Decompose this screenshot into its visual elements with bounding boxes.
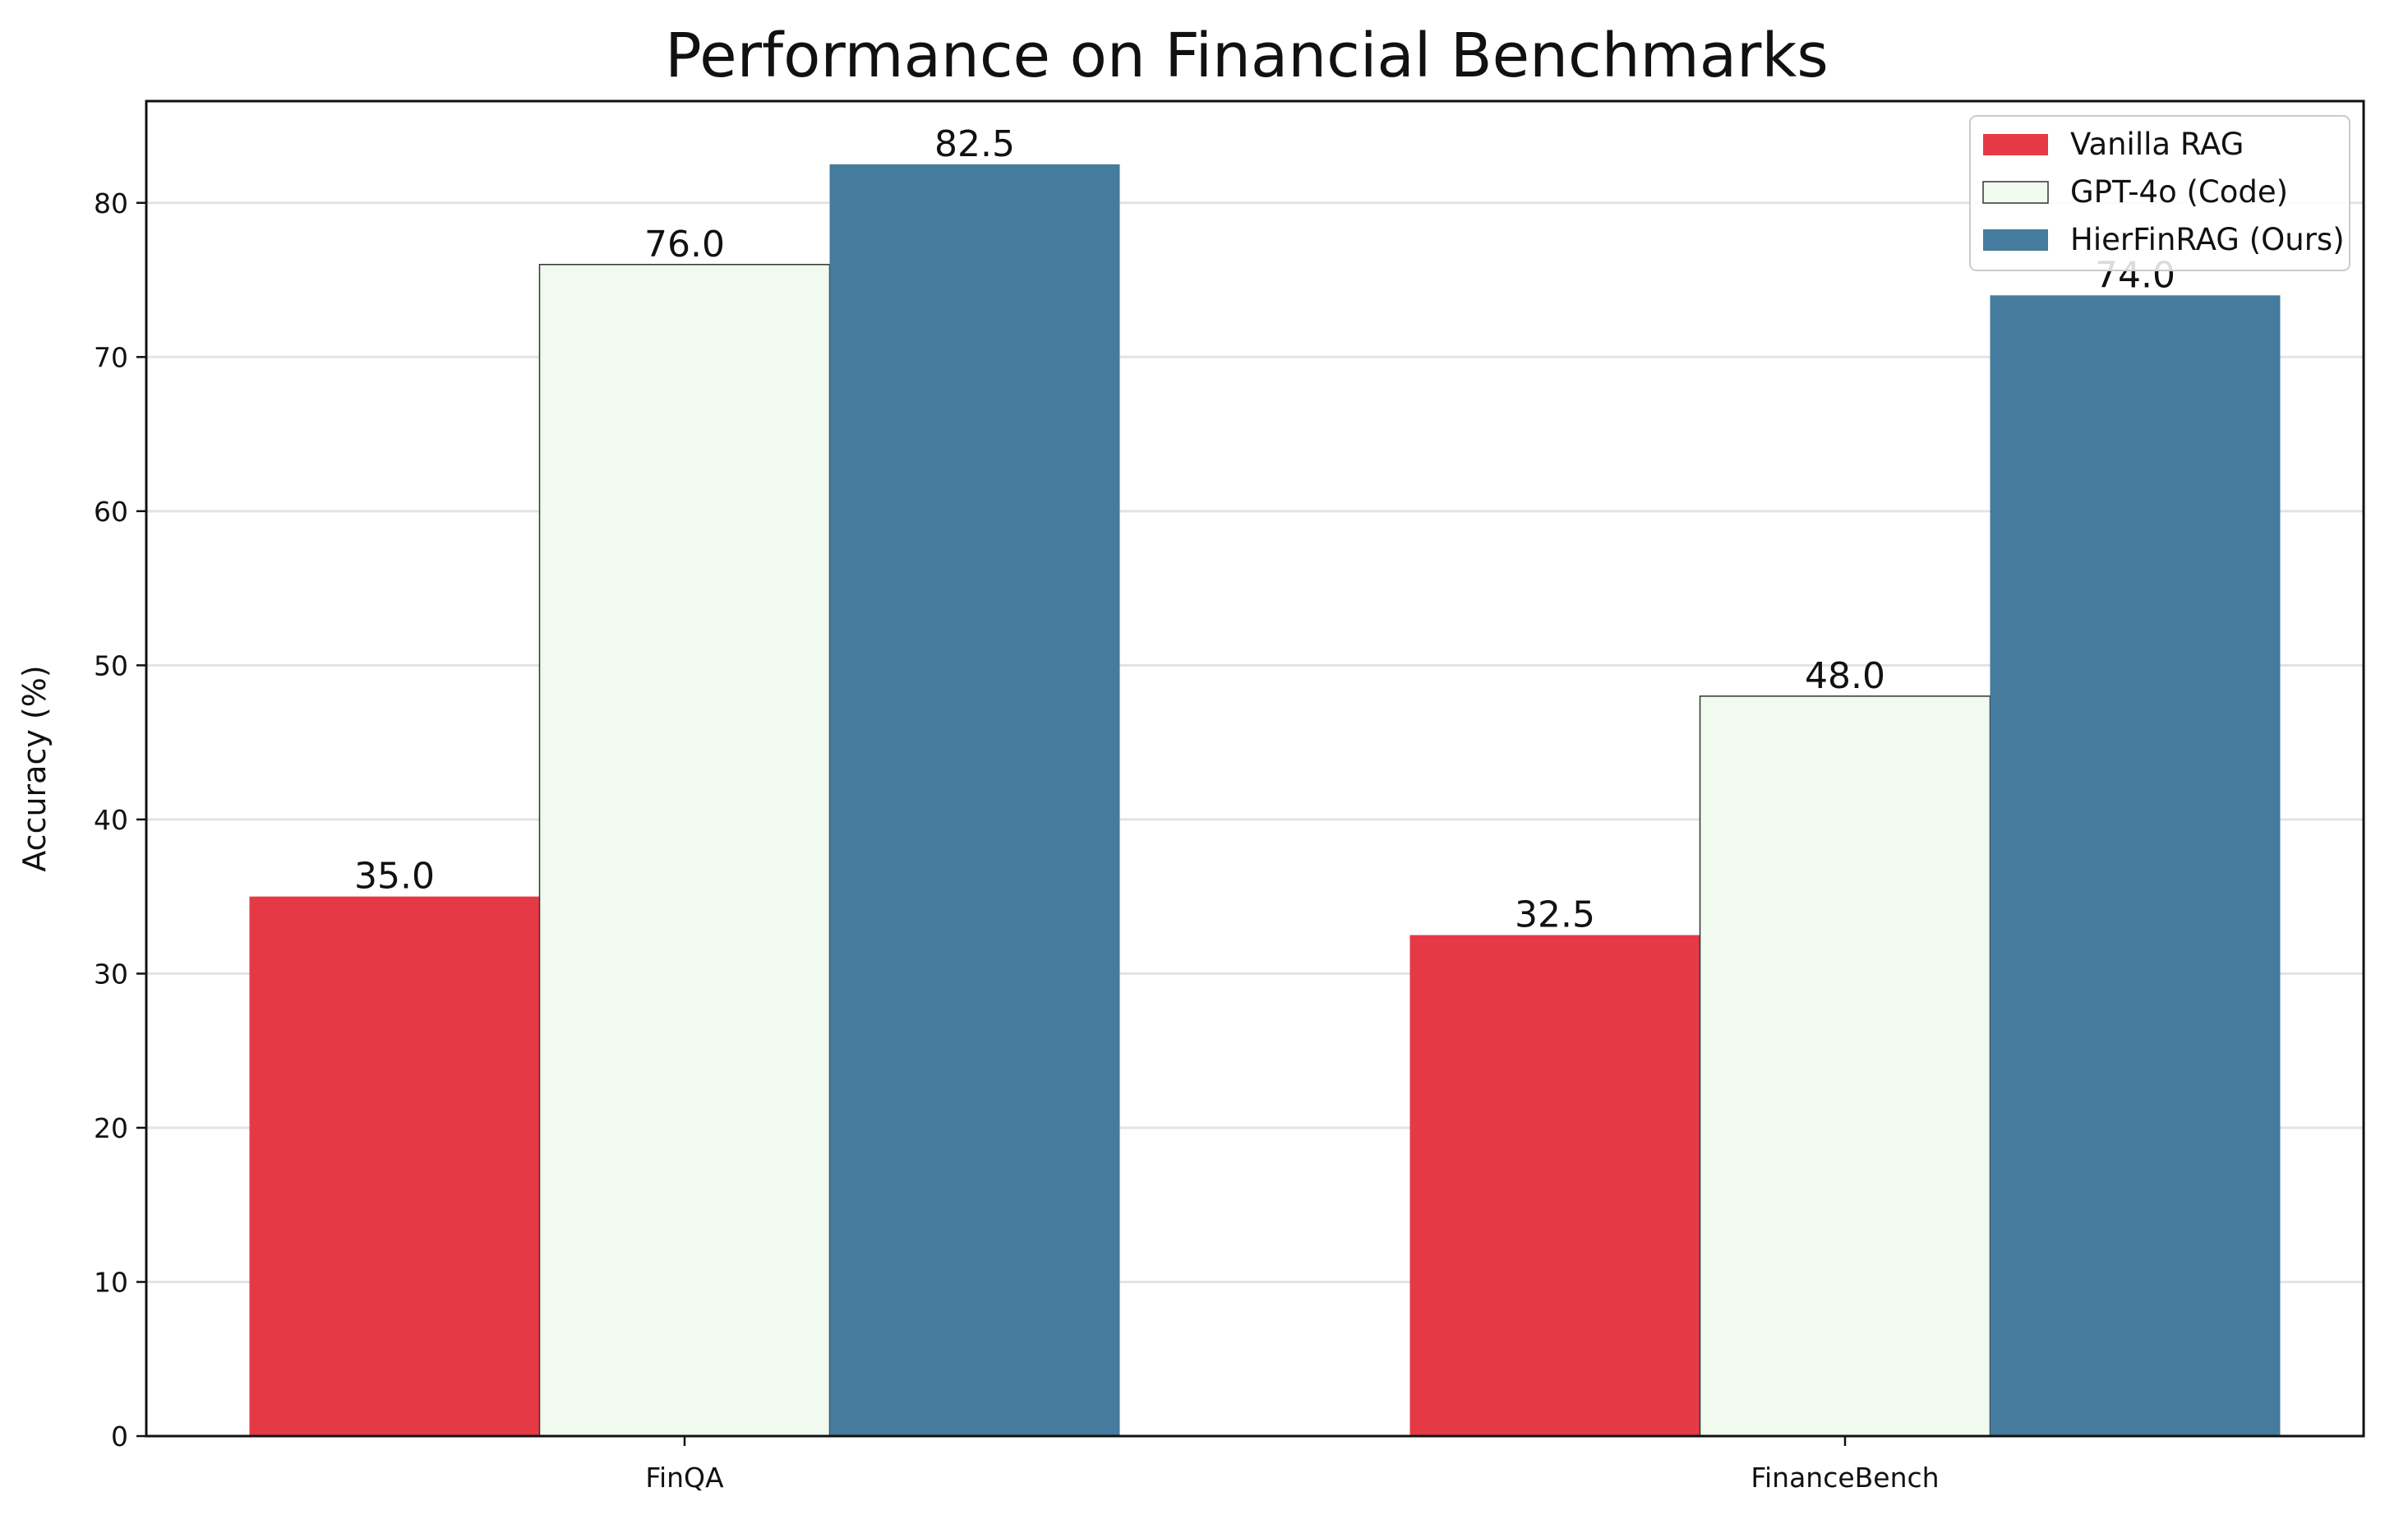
x-tick-label: FinanceBench	[1751, 1462, 1939, 1494]
legend-label: Vanilla RAG	[2070, 127, 2244, 162]
bar	[249, 896, 540, 1436]
bar	[1409, 935, 1700, 1436]
bars	[249, 164, 2281, 1437]
y-tick-label: 20	[94, 1112, 128, 1144]
legend-box	[1969, 115, 2350, 271]
y-tick-label: 80	[94, 187, 128, 219]
data-label: 76.0	[644, 224, 725, 266]
data-label: 48.0	[1805, 655, 1885, 697]
data-label: 32.5	[1515, 894, 1595, 936]
data-label: 35.0	[354, 856, 435, 898]
y-tick-label: 60	[94, 496, 128, 528]
bar	[1699, 695, 1991, 1437]
y-tick-label: 50	[94, 649, 128, 681]
legend-label: GPT-4o (Code)	[2070, 174, 2288, 210]
y-axis: 0 10 20 30 40 50 60 70 80	[94, 187, 146, 1453]
bar	[829, 164, 1120, 1436]
chart-title: Performance on Financial Benchmarks	[665, 21, 1829, 91]
legend-swatch	[1983, 229, 2048, 251]
plot-frame	[145, 99, 2365, 1438]
data-label: 82.5	[934, 123, 1015, 165]
legend-swatch	[1983, 134, 2048, 155]
x-tick-label: FinQA	[645, 1462, 724, 1494]
x-axis: FinQA FinanceBench	[645, 1436, 1940, 1494]
y-axis-label: Accuracy (%)	[16, 665, 53, 871]
bar	[538, 264, 831, 1437]
legend-label: HierFinRAG (Ours)	[2070, 222, 2345, 257]
y-tick-label: 10	[94, 1266, 128, 1298]
legend-swatch	[1982, 181, 2049, 204]
y-tick-label: 40	[94, 804, 128, 836]
bar	[1990, 295, 2281, 1436]
legend: Vanilla RAG GPT-4o (Code) HierFinRAG (Ours…	[1969, 115, 2350, 271]
y-tick-label: 70	[94, 341, 128, 373]
y-tick-label: 0	[111, 1420, 128, 1453]
y-tick-label: 30	[94, 958, 128, 990]
